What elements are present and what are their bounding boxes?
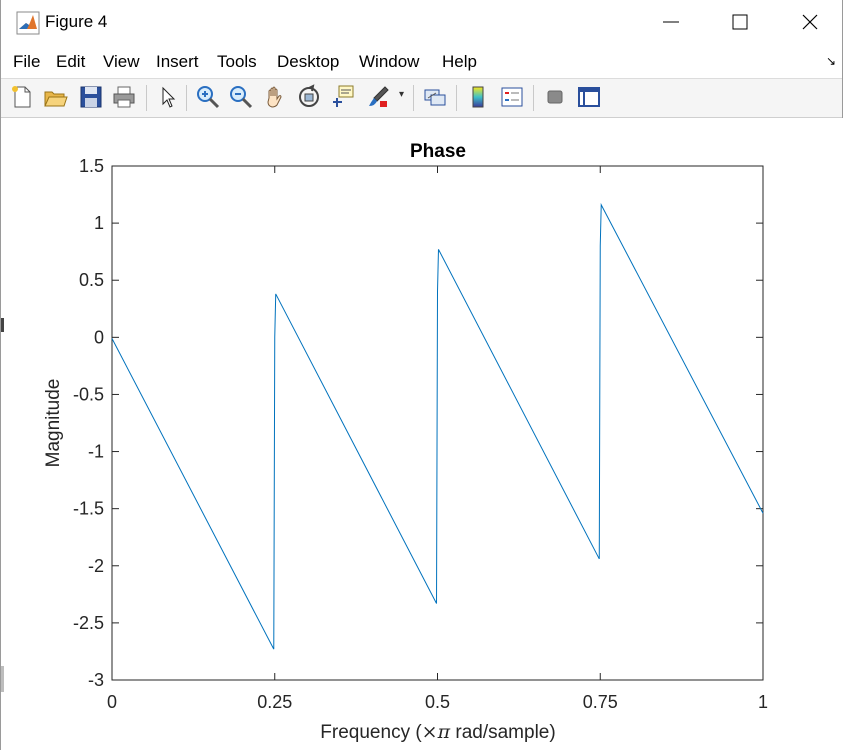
x-tick-label: 1 [758, 692, 768, 712]
data-cursor-icon[interactable] [330, 84, 356, 110]
y-tick-label: 1.5 [79, 156, 104, 176]
x-axis-label: Frequency (×π rad/sample) [320, 721, 555, 743]
menu-edit[interactable]: Edit [56, 52, 86, 71]
window-edge-bar [1, 666, 4, 692]
hide-plot-tools-icon[interactable] [542, 84, 568, 110]
y-tick-label: -2 [88, 556, 104, 576]
x-tick-labels: 0 0.25 0.5 0.75 1 [107, 692, 768, 712]
matlab-logo-icon [16, 11, 40, 35]
zoom-out-icon[interactable] [228, 84, 254, 110]
y-tick-label: -0.5 [73, 384, 104, 404]
save-icon[interactable] [78, 84, 104, 110]
y-tick-label: 1 [94, 213, 104, 233]
y-tick-label: -1 [88, 442, 104, 462]
minimize-icon [663, 21, 679, 23]
y-tick-label: 0.5 [79, 270, 104, 290]
edit-plot-pointer-icon[interactable] [155, 84, 181, 110]
menu-tools[interactable]: Tools [217, 52, 257, 71]
insert-colorbar-icon[interactable] [465, 84, 491, 110]
times-pi-symbol: ×π [422, 721, 451, 743]
menu-bar: File Edit View Insert Tools Desktop Wind… [1, 44, 842, 79]
toolbar-separator [146, 85, 147, 111]
toolbar-separator [456, 85, 457, 111]
y-tick-label: -2.5 [73, 613, 104, 633]
phase-series-line [111, 202, 764, 650]
x-tick-label: 0.5 [425, 692, 450, 712]
insert-legend-icon[interactable] [499, 84, 525, 110]
menu-window[interactable]: Window [359, 52, 420, 71]
dock-arrow-icon[interactable]: ↘ [825, 54, 836, 68]
zoom-in-icon[interactable] [195, 84, 221, 110]
figure-toolbar: ▾ [1, 79, 842, 118]
maximize-icon [732, 14, 748, 30]
toolbar-separator [186, 85, 187, 111]
menu-file[interactable]: File [13, 52, 41, 71]
menu-help[interactable]: Help [442, 52, 477, 71]
window-title: Figure 4 [45, 12, 108, 31]
toolbar-separator [413, 85, 414, 111]
y-tick-labels: -3 -2.5 -2 -1.5 -1 -0.5 0 0.5 1 1.5 [73, 156, 104, 690]
minimize-button[interactable] [643, 0, 699, 44]
axis-ticks [111, 165, 764, 681]
chart-title: Phase [410, 141, 466, 162]
x-tick-label: 0.75 [583, 692, 618, 712]
brush-dropdown-icon[interactable]: ▾ [399, 89, 405, 100]
close-button[interactable] [782, 0, 838, 44]
x-tick-label: 0 [107, 692, 117, 712]
link-plot-icon[interactable] [422, 84, 448, 110]
print-icon[interactable] [111, 84, 137, 110]
toolbar-separator [533, 85, 534, 111]
close-icon [802, 14, 818, 30]
show-plot-tools-icon[interactable] [576, 84, 602, 110]
y-tick-label: 0 [94, 327, 104, 347]
menu-desktop[interactable]: Desktop [277, 52, 340, 71]
brush-icon[interactable] [365, 84, 391, 110]
y-axis-label: Magnitude [43, 379, 64, 468]
pan-hand-icon[interactable] [262, 84, 288, 110]
window-edge-mark [1, 318, 4, 332]
y-tick-label: -3 [88, 670, 104, 690]
rotate-3d-icon[interactable] [296, 84, 322, 110]
x-tick-label: 0.25 [257, 692, 292, 712]
maximize-button[interactable] [712, 0, 768, 44]
title-bar: Figure 4 [1, 0, 842, 44]
menu-view[interactable]: View [103, 52, 140, 71]
y-tick-label: -1.5 [73, 499, 104, 519]
open-file-icon[interactable] [42, 84, 68, 110]
new-figure-icon[interactable] [9, 84, 35, 110]
menu-insert[interactable]: Insert [156, 52, 199, 71]
